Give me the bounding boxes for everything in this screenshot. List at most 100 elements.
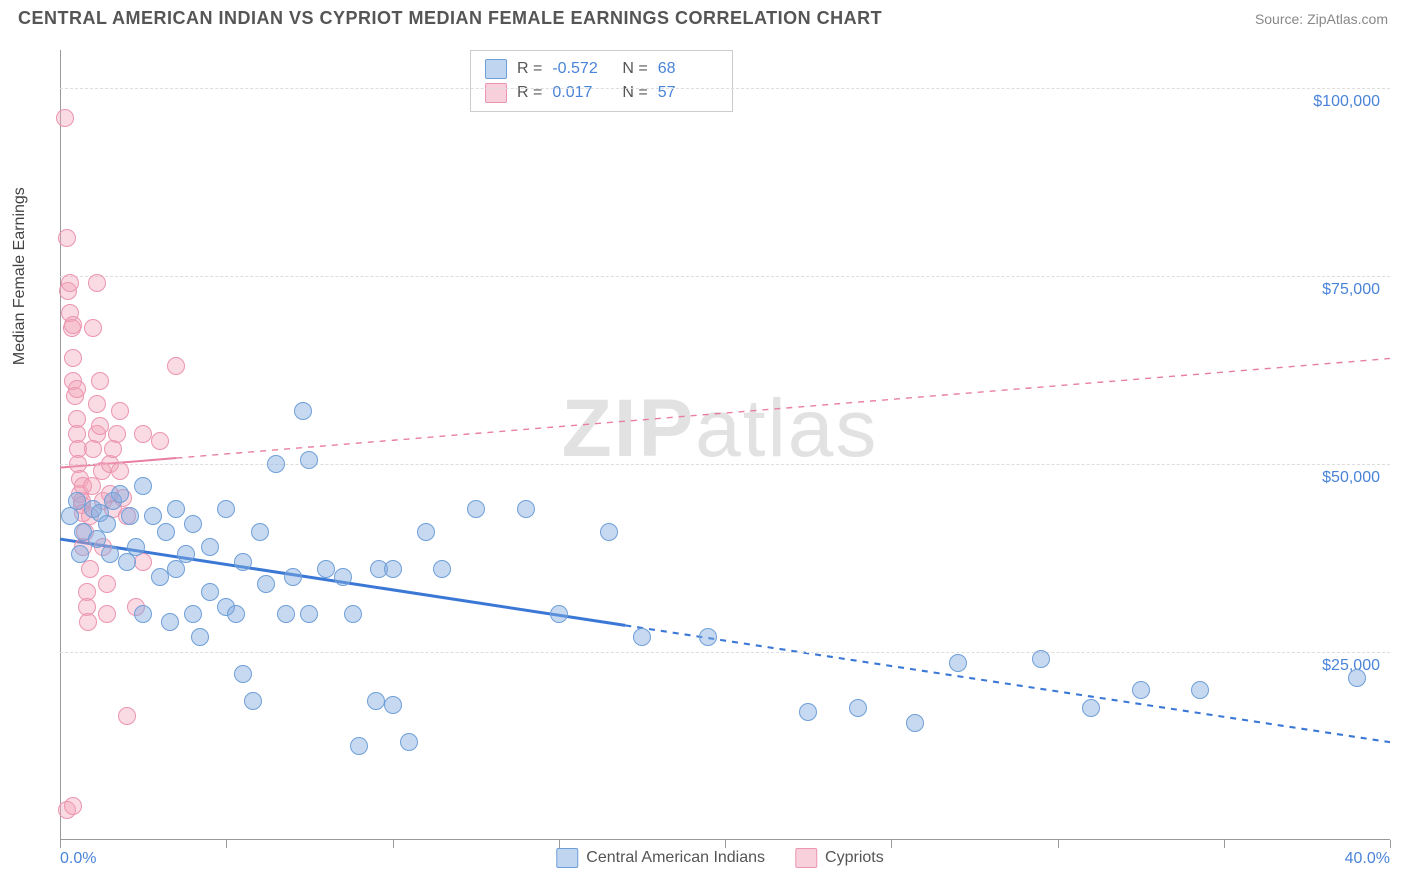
- data-point: [121, 507, 139, 525]
- swatch-blue: [485, 59, 507, 79]
- data-point: [191, 628, 209, 646]
- y-tick-label: $100,000: [1313, 93, 1380, 111]
- data-point: [144, 507, 162, 525]
- data-point: [118, 553, 136, 571]
- swatch-pink-icon: [795, 848, 817, 868]
- data-point: [98, 515, 116, 533]
- data-point: [234, 665, 252, 683]
- data-point: [111, 485, 129, 503]
- data-point: [161, 613, 179, 631]
- x-tick: [1390, 840, 1391, 848]
- data-point: [1132, 681, 1150, 699]
- chart-title: CENTRAL AMERICAN INDIAN VS CYPRIOT MEDIA…: [18, 8, 882, 29]
- series-legend: Central American Indians Cypriots: [556, 848, 883, 868]
- x-tick: [1058, 840, 1059, 848]
- source-attribution: Source: ZipAtlas.com: [1255, 11, 1388, 27]
- data-point: [98, 605, 116, 623]
- data-point: [88, 530, 106, 548]
- data-point: [64, 316, 82, 334]
- x-axis-min-label: 0.0%: [60, 850, 96, 868]
- data-point: [400, 733, 418, 751]
- data-point: [68, 492, 86, 510]
- x-tick: [393, 840, 394, 848]
- data-point: [201, 538, 219, 556]
- data-point: [799, 703, 817, 721]
- data-point: [300, 605, 318, 623]
- data-point: [167, 357, 185, 375]
- x-tick: [891, 840, 892, 848]
- data-point: [1082, 699, 1100, 717]
- data-point: [550, 605, 568, 623]
- y-axis-label: Median Female Earnings: [11, 187, 29, 365]
- data-point: [111, 402, 129, 420]
- data-point: [699, 628, 717, 646]
- data-point: [91, 417, 109, 435]
- data-point: [227, 605, 245, 623]
- legend-row-pink: R = 0.017 N = 57: [485, 81, 718, 105]
- data-point: [257, 575, 275, 593]
- x-tick: [725, 840, 726, 848]
- watermark: ZIPatlas: [562, 382, 879, 476]
- data-point: [517, 500, 535, 518]
- trend-lines: [50, 50, 1390, 840]
- data-point: [127, 538, 145, 556]
- data-point: [633, 628, 651, 646]
- data-point: [61, 274, 79, 292]
- data-point: [98, 575, 116, 593]
- data-point: [81, 560, 99, 578]
- legend-row-blue: R = -0.572 N = 68: [485, 57, 718, 81]
- chart-container: Median Female Earnings ZIPatlas R = -0.5…: [50, 50, 1390, 840]
- data-point: [167, 500, 185, 518]
- data-point: [1348, 669, 1366, 687]
- data-point: [177, 545, 195, 563]
- x-tick: [60, 840, 61, 848]
- gridline-h: [60, 652, 1390, 653]
- data-point: [949, 654, 967, 672]
- data-point: [71, 545, 89, 563]
- x-tick: [226, 840, 227, 848]
- data-point: [367, 692, 385, 710]
- y-axis-line: [60, 50, 61, 840]
- correlation-legend: R = -0.572 N = 68 R = 0.017 N = 57: [470, 50, 733, 112]
- gridline-h: [60, 276, 1390, 277]
- data-point: [64, 797, 82, 815]
- data-point: [88, 274, 106, 292]
- data-point: [84, 319, 102, 337]
- data-point: [118, 707, 136, 725]
- data-point: [906, 714, 924, 732]
- data-point: [417, 523, 435, 541]
- chart-header: CENTRAL AMERICAN INDIAN VS CYPRIOT MEDIA…: [0, 0, 1406, 33]
- trend-line-dashed: [625, 625, 1390, 742]
- data-point: [184, 605, 202, 623]
- data-point: [344, 605, 362, 623]
- data-point: [433, 560, 451, 578]
- swatch-blue-icon: [556, 848, 578, 868]
- data-point: [334, 568, 352, 586]
- data-point: [58, 229, 76, 247]
- x-tick: [559, 840, 560, 848]
- data-point: [88, 395, 106, 413]
- data-point: [217, 500, 235, 518]
- data-point: [56, 109, 74, 127]
- data-point: [84, 440, 102, 458]
- y-tick-label: $50,000: [1322, 469, 1380, 487]
- data-point: [294, 402, 312, 420]
- gridline-h: [60, 464, 1390, 465]
- data-point: [300, 451, 318, 469]
- data-point: [101, 545, 119, 563]
- data-point: [1191, 681, 1209, 699]
- data-point: [600, 523, 618, 541]
- gridline-h: [60, 88, 1390, 89]
- data-point: [317, 560, 335, 578]
- data-point: [251, 523, 269, 541]
- data-point: [384, 696, 402, 714]
- data-point: [91, 372, 109, 390]
- data-point: [64, 349, 82, 367]
- data-point: [151, 432, 169, 450]
- data-point: [151, 568, 169, 586]
- source-link[interactable]: ZipAtlas.com: [1307, 11, 1388, 27]
- data-point: [134, 605, 152, 623]
- swatch-pink: [485, 83, 507, 103]
- legend-item-blue: Central American Indians: [556, 848, 765, 868]
- x-tick: [1224, 840, 1225, 848]
